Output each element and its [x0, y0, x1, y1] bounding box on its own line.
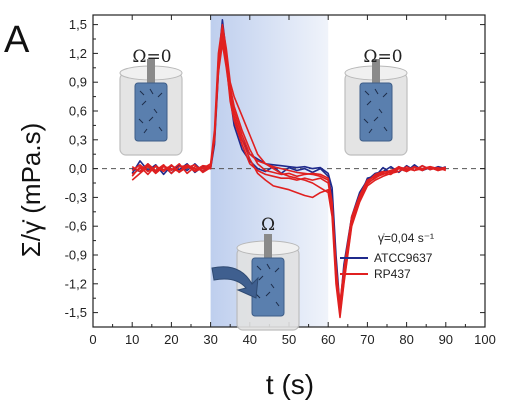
x-tick-label: 0: [89, 332, 96, 347]
x-tick-label: 70: [360, 332, 374, 347]
omega-zero-left-label: Ω=0: [132, 47, 171, 67]
x-tick-label: 30: [203, 332, 217, 347]
omega-middle-label: Ω: [261, 215, 275, 235]
x-tick-label: 60: [321, 332, 335, 347]
y-tick-label: -1,5: [65, 305, 87, 320]
y-axis-label: Σ/γ̇ (mPa.s): [16, 123, 46, 258]
y-tick-label: -0,9: [65, 248, 87, 263]
ticks-layer: 0 10 20 30 40 50 60 70 80 90 100 1,5 1,2 0,9 0,6 0,3 0,0…: [65, 15, 496, 347]
y-tick-label: 0,0: [69, 161, 87, 176]
x-tick-label: 90: [439, 332, 453, 347]
x-tick-label: 80: [399, 332, 413, 347]
rotation-arrow-icon: [211, 266, 259, 299]
cylinder-illustration-middle: [236, 234, 300, 331]
series-layer: [131, 19, 447, 319]
legend: γ̇=0,04 s⁻¹ ATCC9637 RP437: [340, 231, 434, 281]
y-tick-label: 0,3: [69, 132, 87, 147]
y-tick-label: -1,2: [65, 276, 87, 291]
cylinder-illustration-left: [119, 59, 183, 156]
y-tick-label: 0,6: [69, 104, 87, 119]
cylinder-illustration-right: [344, 59, 408, 156]
x-tick-label: 50: [282, 332, 296, 347]
y-tick-label: 1,5: [69, 17, 87, 32]
shear-rate-annotation: γ̇=0,04 s⁻¹: [378, 231, 434, 245]
x-tick-label: 40: [243, 332, 257, 347]
x-tick-label: 20: [164, 332, 178, 347]
x-tick-label: 10: [125, 332, 139, 347]
y-tick-label: 0,9: [69, 75, 87, 90]
series-line-rp437-6: [131, 43, 447, 316]
series-line-rp437-2: [131, 23, 446, 319]
legend-label-atcc9637: ATCC9637: [374, 251, 433, 265]
panel-letter: A: [4, 19, 30, 61]
x-tick-label: 100: [474, 332, 496, 347]
y-tick-label: 1,2: [69, 46, 87, 61]
legend-label-rp437: RP437: [374, 267, 411, 281]
y-tick-label: -0,6: [65, 219, 87, 234]
y-tick-label: -0,3: [65, 190, 87, 205]
x-axis-label: t (s): [266, 369, 314, 400]
omega-zero-right-label: Ω=0: [363, 47, 402, 67]
